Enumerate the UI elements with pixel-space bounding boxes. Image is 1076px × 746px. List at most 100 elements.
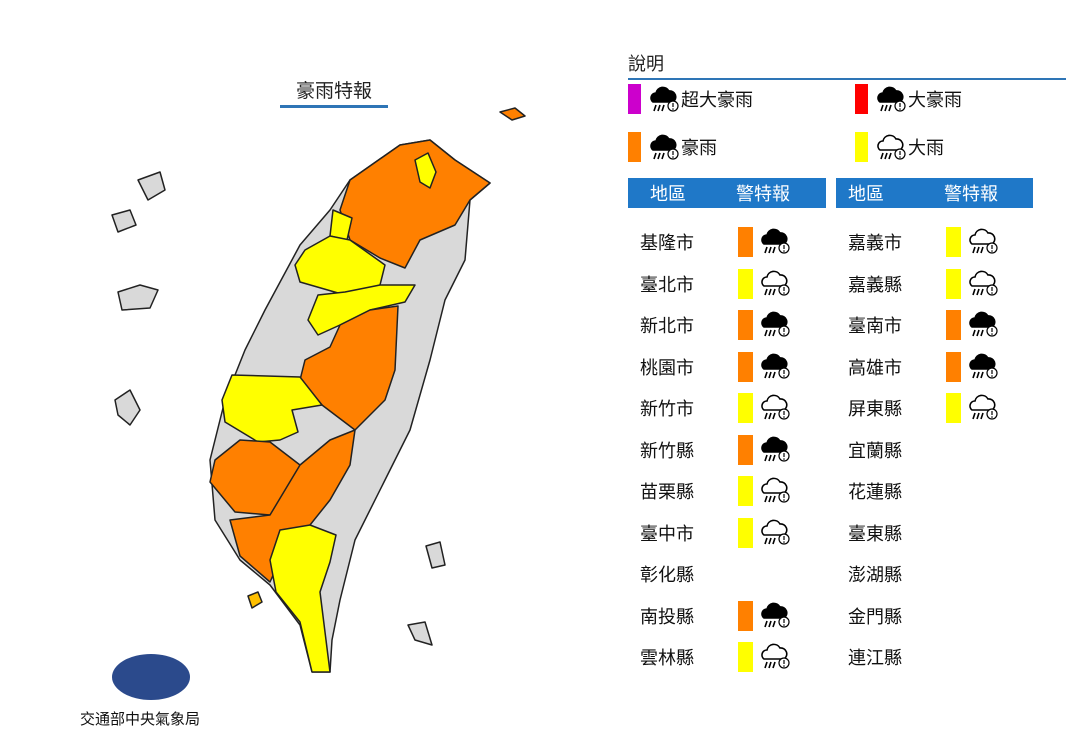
heavy-rain-outline-icon — [758, 517, 792, 547]
heavy-rain-outline-icon — [758, 475, 792, 505]
table-row: 臺東縣 — [848, 515, 1008, 551]
table-row: 臺北市 — [640, 266, 800, 302]
region-name: 花蓮縣 — [848, 482, 902, 503]
legend-item: 豪雨 — [628, 132, 717, 162]
header-region: 地區 — [848, 184, 884, 205]
table-row: 新北市 — [640, 307, 800, 343]
warning-swatch — [738, 393, 753, 423]
very-heavy-rain-filled-icon — [758, 600, 792, 630]
island-penghu-c — [117, 284, 159, 311]
heavy-rain-outline-icon — [966, 226, 1000, 256]
legend-label: 超大豪雨 — [681, 90, 753, 111]
region-name: 臺東縣 — [848, 523, 902, 545]
table-row: 臺中市 — [640, 515, 800, 551]
region-name: 高雄市 — [848, 357, 902, 379]
region-pingtung — [269, 524, 337, 673]
table-header-right: 地區 警特報 — [836, 178, 1033, 208]
warning-swatch — [738, 268, 753, 299]
table-row: 連江縣 — [848, 639, 1008, 675]
header-region: 地區 — [650, 184, 686, 205]
region-name: 臺北市 — [640, 274, 694, 296]
heavy-rain-outline-icon — [966, 268, 1000, 298]
legend-item: 超大豪雨 — [628, 84, 753, 114]
very-heavy-rain-filled-icon — [758, 309, 792, 339]
region-name: 彰化縣 — [640, 565, 694, 586]
table-row: 新竹縣 — [640, 432, 800, 468]
very-heavy-rain-filled-icon — [758, 226, 792, 256]
region-name: 雲林縣 — [640, 648, 694, 669]
island-penghu-a — [137, 171, 166, 201]
region-name: 新竹縣 — [640, 440, 694, 462]
region-name: 金門縣 — [848, 606, 902, 628]
island-green — [407, 621, 433, 646]
very-heavy-rain-filled-icon — [966, 309, 1000, 339]
header-warning: 警特報 — [736, 184, 790, 205]
table-row: 基隆市 — [640, 224, 800, 260]
island-orange-ne — [499, 107, 526, 121]
table-row: 花蓮縣 — [848, 473, 1008, 509]
extremely-heavy-rain-filled-icon — [874, 84, 908, 114]
table-row: 雲林縣 — [640, 639, 800, 675]
table-row: 澎湖縣 — [848, 556, 1008, 592]
region-name: 宜蘭縣 — [848, 440, 902, 462]
region-name: 桃園市 — [640, 357, 694, 379]
region-name: 嘉義市 — [848, 233, 902, 254]
region-name: 南投縣 — [640, 606, 694, 628]
table-row: 宜蘭縣 — [848, 432, 1008, 468]
region-taichung — [307, 284, 416, 336]
table-row: 桃園市 — [640, 349, 800, 385]
legend-swatch — [855, 132, 868, 162]
map-title: 豪雨特報 — [280, 76, 388, 108]
very-heavy-rain-filled-icon — [966, 351, 1000, 381]
legend-swatch — [628, 84, 641, 114]
warning-swatch — [946, 310, 961, 340]
region-name: 連江縣 — [848, 648, 902, 669]
table-row: 彰化縣 — [640, 556, 800, 592]
warning-swatch — [738, 600, 753, 631]
region-name: 新北市 — [640, 316, 694, 337]
island-lanyu — [425, 541, 446, 569]
region-yunlin — [221, 374, 323, 443]
legend-label: 大豪雨 — [908, 90, 962, 111]
region-name: 臺中市 — [640, 523, 694, 545]
legend-label: 大雨 — [908, 138, 944, 159]
table-row: 苗栗縣 — [640, 473, 800, 509]
legend-swatch — [628, 132, 641, 162]
region-name: 新竹市 — [640, 399, 694, 420]
heavy-rain-outline-icon — [758, 641, 792, 671]
region-name: 臺南市 — [848, 316, 902, 337]
very-heavy-rain-filled-icon — [758, 434, 792, 464]
heavy-rain-outline-icon — [874, 132, 908, 162]
table-row: 南投縣 — [640, 598, 800, 634]
warning-swatch — [738, 310, 753, 340]
region-name: 澎湖縣 — [848, 565, 902, 586]
table-row: 金門縣 — [848, 598, 1008, 634]
torrential-rain-filled-icon — [647, 84, 681, 114]
region-name: 嘉義縣 — [848, 274, 902, 296]
island-penghu-b — [111, 209, 137, 233]
very-heavy-rain-filled-icon — [758, 351, 792, 381]
legend-item: 大雨 — [855, 132, 944, 162]
island-liuqiu — [247, 591, 263, 609]
cwb-logo — [112, 654, 190, 700]
table-row: 新竹市 — [640, 390, 800, 426]
warning-swatch — [738, 642, 753, 672]
warning-swatch — [946, 393, 961, 423]
header-warning: 警特報 — [944, 184, 998, 205]
region-name: 屏東縣 — [848, 399, 902, 420]
warning-swatch — [738, 351, 753, 382]
agency-name: 交通部中央氣象局 — [80, 710, 201, 728]
taiwan-map — [111, 107, 526, 673]
legend-label: 豪雨 — [681, 138, 717, 159]
table-row: 屏東縣 — [848, 390, 1008, 426]
very-heavy-rain-filled-icon — [647, 132, 681, 162]
warning-swatch — [738, 517, 753, 548]
region-name: 苗栗縣 — [640, 482, 694, 503]
heavy-rain-outline-icon — [758, 392, 792, 422]
warning-swatch — [738, 434, 753, 465]
region-taipei — [414, 152, 437, 189]
table-row: 嘉義縣 — [848, 266, 1008, 302]
table-row: 高雄市 — [848, 349, 1008, 385]
table-row: 嘉義市 — [848, 224, 1008, 260]
warning-swatch — [946, 351, 961, 382]
